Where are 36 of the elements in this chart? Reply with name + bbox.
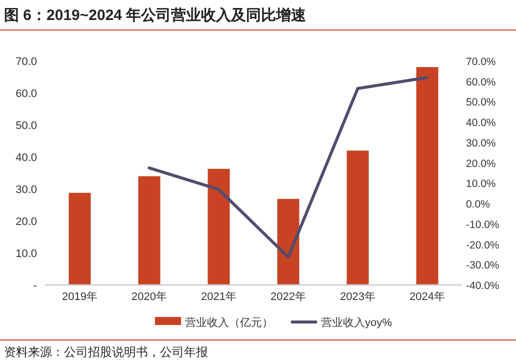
- x-tick-label: 2023年: [340, 291, 376, 303]
- y2-tick-label: 20.0%: [466, 158, 496, 170]
- bar: [277, 198, 300, 285]
- x-tick-label: 2019年: [62, 291, 98, 303]
- y-tick-label: 30.0: [16, 184, 37, 196]
- bar: [416, 67, 438, 285]
- x-tick-label: 2021年: [201, 291, 236, 303]
- x-tick-label: 2020年: [132, 291, 167, 303]
- y2-tick-label: 50.0%: [466, 96, 496, 109]
- y2-tick-label: 60.0%: [466, 76, 496, 88]
- title: 图 6：2019~2024 年公司营业收入及同比增速: [4, 7, 306, 24]
- y-tick-label: 50.0: [16, 120, 37, 132]
- x-tick-label: 2022年: [270, 291, 306, 303]
- y-tick-label: 10.0: [16, 248, 37, 260]
- annotation: 资料来源：公司招股说明书，公司年报: [4, 345, 208, 359]
- bar: [138, 176, 160, 285]
- y2-tick-label: -20.0%: [466, 239, 500, 252]
- legend-label: 营业收入（亿元）: [185, 316, 273, 329]
- y2-tick-label: 40.0%: [466, 117, 496, 130]
- y2-tick-label: 10.0%: [466, 178, 496, 190]
- y-tick-label: 40.0: [16, 152, 37, 164]
- x-tick-label: 2024年: [410, 291, 445, 303]
- y2-tick-label: -40.0%: [466, 280, 500, 292]
- y-tick-label: 20.0: [16, 216, 37, 228]
- y-tick-label: 70.0: [16, 56, 37, 68]
- y2-tick-label: -30.0%: [466, 260, 500, 272]
- y2-tick-label: -10.0%: [466, 218, 500, 231]
- bar: [208, 168, 230, 285]
- y-tick-label: -: [33, 280, 38, 292]
- y-tick-label: 60.0: [16, 88, 37, 100]
- y2-tick-label: 30.0%: [466, 137, 496, 150]
- bar: [68, 192, 91, 285]
- y2-tick-label: 0.0%: [466, 198, 490, 211]
- bar: [346, 150, 369, 285]
- y2-tick-label: 70.0%: [466, 56, 496, 68]
- legend-label: 营业收入yoy%: [321, 316, 392, 329]
